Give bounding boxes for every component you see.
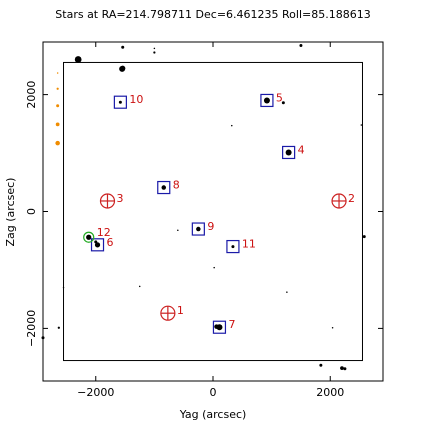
star-marker [331,327,334,329]
star-marker [281,101,285,105]
star-marker [362,235,366,239]
guide-star-label: 5 [276,91,283,104]
fid-light-layer: 12 [83,226,111,243]
x-axis-ticks: −2000 0 2000 [77,42,344,399]
x-axis-label: Yag (arcsec) [179,408,247,421]
star-marker [285,149,292,156]
star-marker [319,363,323,367]
acq-star-label: 2 [348,192,355,205]
star-marker [263,97,270,104]
guide-star-box [191,222,205,236]
star-marker [214,324,219,329]
y-tick-label: 2000 [25,81,38,109]
bad-star-marker [56,87,59,90]
star-marker [74,56,82,63]
guide-star-box [282,145,296,160]
fid-light-label: 12 [97,226,111,239]
star-marker [138,285,141,288]
y-tick-label: 0 [25,208,38,215]
star-marker [360,124,363,126]
x-tick-label: −2000 [77,386,114,399]
x-tick-label: 0 [210,386,217,399]
star-marker [343,367,347,371]
star-marker [231,245,235,249]
acq-star-label: 1 [177,304,184,317]
guide-star-box [260,93,274,108]
y-axis-label: Zag (arcsec) [4,178,17,247]
guide-star-label: 9 [207,220,214,233]
star-layer [41,44,366,371]
bad-star-marker [56,104,60,108]
guide-star-label: 4 [298,143,305,156]
fid-light-circle [83,231,95,243]
star-marker [340,366,344,371]
y-axis-ticks: −2000 0 2000 [25,81,383,347]
star-marker [57,326,60,329]
star-marker [231,124,233,127]
bad-star-layer [55,72,60,146]
star-marker [94,240,98,244]
star-marker [94,242,101,248]
guide-star-label: 7 [228,318,235,331]
star-marker [213,266,215,269]
guide-star-label: 10 [129,93,143,106]
star-marker [120,65,126,71]
guide-star-box [90,238,105,252]
y-tick-label: −2000 [25,310,38,347]
star-marker [153,51,156,54]
star-marker [62,286,65,289]
star-marker [118,100,122,104]
guide-star-box [157,180,171,195]
star-marker [196,226,201,232]
star-marker [286,291,288,293]
guide-star-box [113,95,127,109]
star-marker [177,229,179,231]
star-marker [161,185,167,190]
ccd-boundary [63,61,363,362]
bad-star-marker [55,140,60,146]
guide-star-box [212,320,227,334]
guide-star-label: 6 [107,236,114,249]
x-tick-label: 2000 [316,386,344,399]
star-marker [41,336,45,340]
bad-star-marker [55,122,60,127]
guide-star-label: 8 [173,179,180,192]
guide-star-label: 11 [242,238,256,251]
guide-star-layer: 4 5 6 7 8 9 10 11 [90,91,305,334]
star-marker [153,47,156,50]
bad-star-marker [56,72,59,74]
acq-star-layer: 123 [99,192,355,321]
acq-star-label: 3 [116,192,123,205]
star-marker [121,45,125,49]
star-marker [86,234,92,240]
guide-star-box [226,239,240,254]
star-marker [299,44,303,48]
chart-title: Stars at RA=214.798711 Dec=6.461235 Roll… [55,8,370,21]
